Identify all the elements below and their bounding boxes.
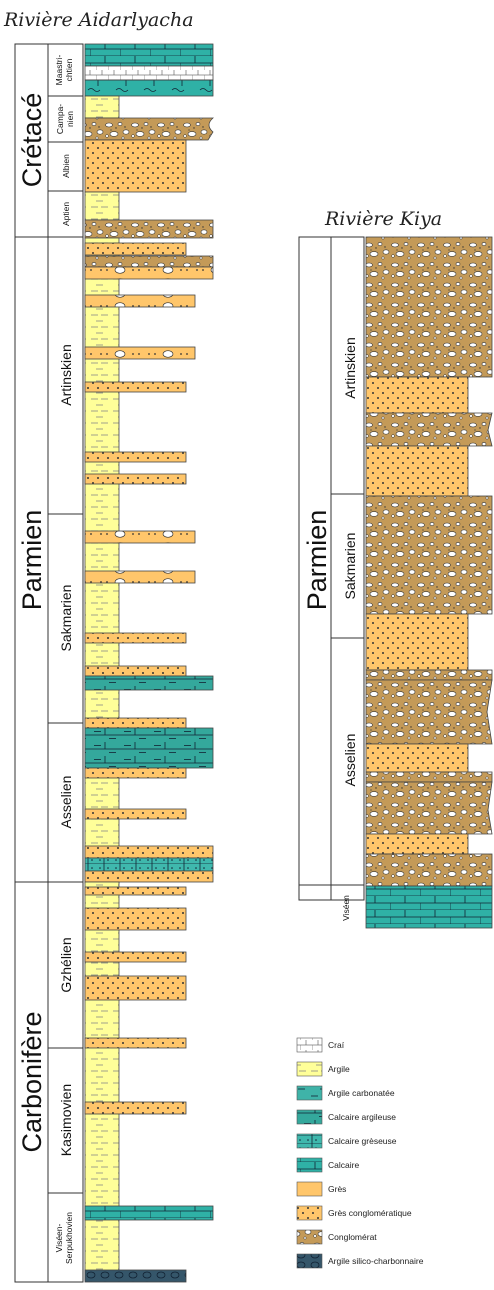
right-lithology-column (365, 236, 493, 929)
left-column-frame (14, 43, 84, 1283)
stage-label-aptien: Aptien (61, 202, 71, 226)
right-stage-label-sakmarien: Sakmarien (342, 533, 358, 600)
legend-item-argile-silico-charbonnaire: Argile silico-charbonnaire (296, 1253, 424, 1269)
legend-swatch-argile-carbonatee (296, 1085, 323, 1101)
left-lithology-column (84, 43, 215, 1283)
legend-label-argile-carbonatee: Argile carbonatée (328, 1088, 395, 1098)
legend-item-calcaire: Calcaire (296, 1157, 359, 1173)
legend-label-calcaire-argileuse: Calcaire argileuse (328, 1112, 396, 1122)
legend-label-gres-conglomeratique: Grès conglomératique (328, 1208, 412, 1218)
legend-item-conglomerat: Conglomérat (296, 1229, 377, 1245)
legend-swatch-crai (296, 1037, 323, 1053)
legend-swatch-calcaire-greseuse (296, 1133, 323, 1149)
legend-swatch-argile (296, 1061, 323, 1077)
period-label-parmien: Parmien (17, 510, 47, 611)
left-column-title: Rivière Aidarlyacha (3, 9, 194, 31)
legend-item-gres: Grès (296, 1181, 346, 1197)
left-stage-labels: Maastri-chtien Campa-nien Albien Aptien … (54, 54, 75, 1264)
legend-swatch-calcaire-argileuse (296, 1109, 323, 1125)
legend: Craí Argile Argile carbonatée Calcaire a… (296, 1037, 424, 1269)
left-period-labels: Crétacé Parmien Carbonifère (17, 93, 47, 1153)
period-label-cretace: Crétacé (17, 93, 47, 188)
stage-label-artinskien: Artinskien (58, 344, 74, 405)
legend-label-gres: Grès (328, 1184, 346, 1194)
right-period-label-parmien: Parmien (302, 510, 332, 611)
legend-label-argile: Argile (328, 1064, 350, 1074)
right-stage-label-visean: Viséen (341, 895, 351, 921)
stage-label-visean-serpukhovien: Viséen-Serpukhovien (54, 1212, 74, 1264)
right-stage-label-artinskien: Artinskien (342, 337, 358, 398)
right-stage-label-asselien: Asselien (342, 734, 358, 787)
stage-label-gzhelien: Gzhélien (58, 937, 74, 992)
legend-swatch-argile-silico-charbonnaire (296, 1253, 323, 1269)
legend-item-crai: Craí (296, 1037, 345, 1053)
legend-item-gres-conglomeratique: Grès conglomératique (296, 1205, 412, 1221)
legend-item-calcaire-greseuse: Calcaire grèseuse (296, 1133, 397, 1149)
stage-label-albien: Albien (61, 154, 71, 178)
legend-swatch-gres-conglomeratique (296, 1205, 323, 1221)
right-column-frame (298, 236, 365, 901)
legend-label-crai: Craí (328, 1040, 345, 1050)
legend-label-conglomerat: Conglomérat (328, 1232, 377, 1242)
legend-item-argile: Argile (296, 1061, 350, 1077)
legend-label-calcaire: Calcaire (328, 1160, 359, 1170)
legend-label-argile-silico-charbonnaire: Argile silico-charbonnaire (328, 1256, 424, 1266)
legend-label-calcaire-greseuse: Calcaire grèseuse (328, 1136, 397, 1146)
stage-label-kasimovien: Kasimovien (58, 1084, 74, 1156)
legend-swatch-calcaire (296, 1157, 323, 1173)
stage-label-asselien: Asselien (58, 776, 74, 829)
period-label-carbonifere: Carbonifère (17, 1011, 47, 1152)
right-column-title: Rivière Kiya (324, 208, 442, 230)
stage-label-sakmarien: Sakmarien (58, 585, 74, 652)
stage-label-maastrichtien: Maastri-chtien (54, 54, 74, 85)
legend-item-argile-carbonatee: Argile carbonatée (296, 1085, 395, 1101)
right-stage-labels: Artinskien Sakmarien Asselien Viséen (341, 337, 358, 921)
legend-item-calcaire-argileuse: Calcaire argileuse (296, 1109, 396, 1125)
legend-swatch-conglomerat (296, 1229, 323, 1245)
stage-label-campanien: Campa-nien (55, 104, 75, 134)
legend-swatch-gres (296, 1181, 323, 1197)
